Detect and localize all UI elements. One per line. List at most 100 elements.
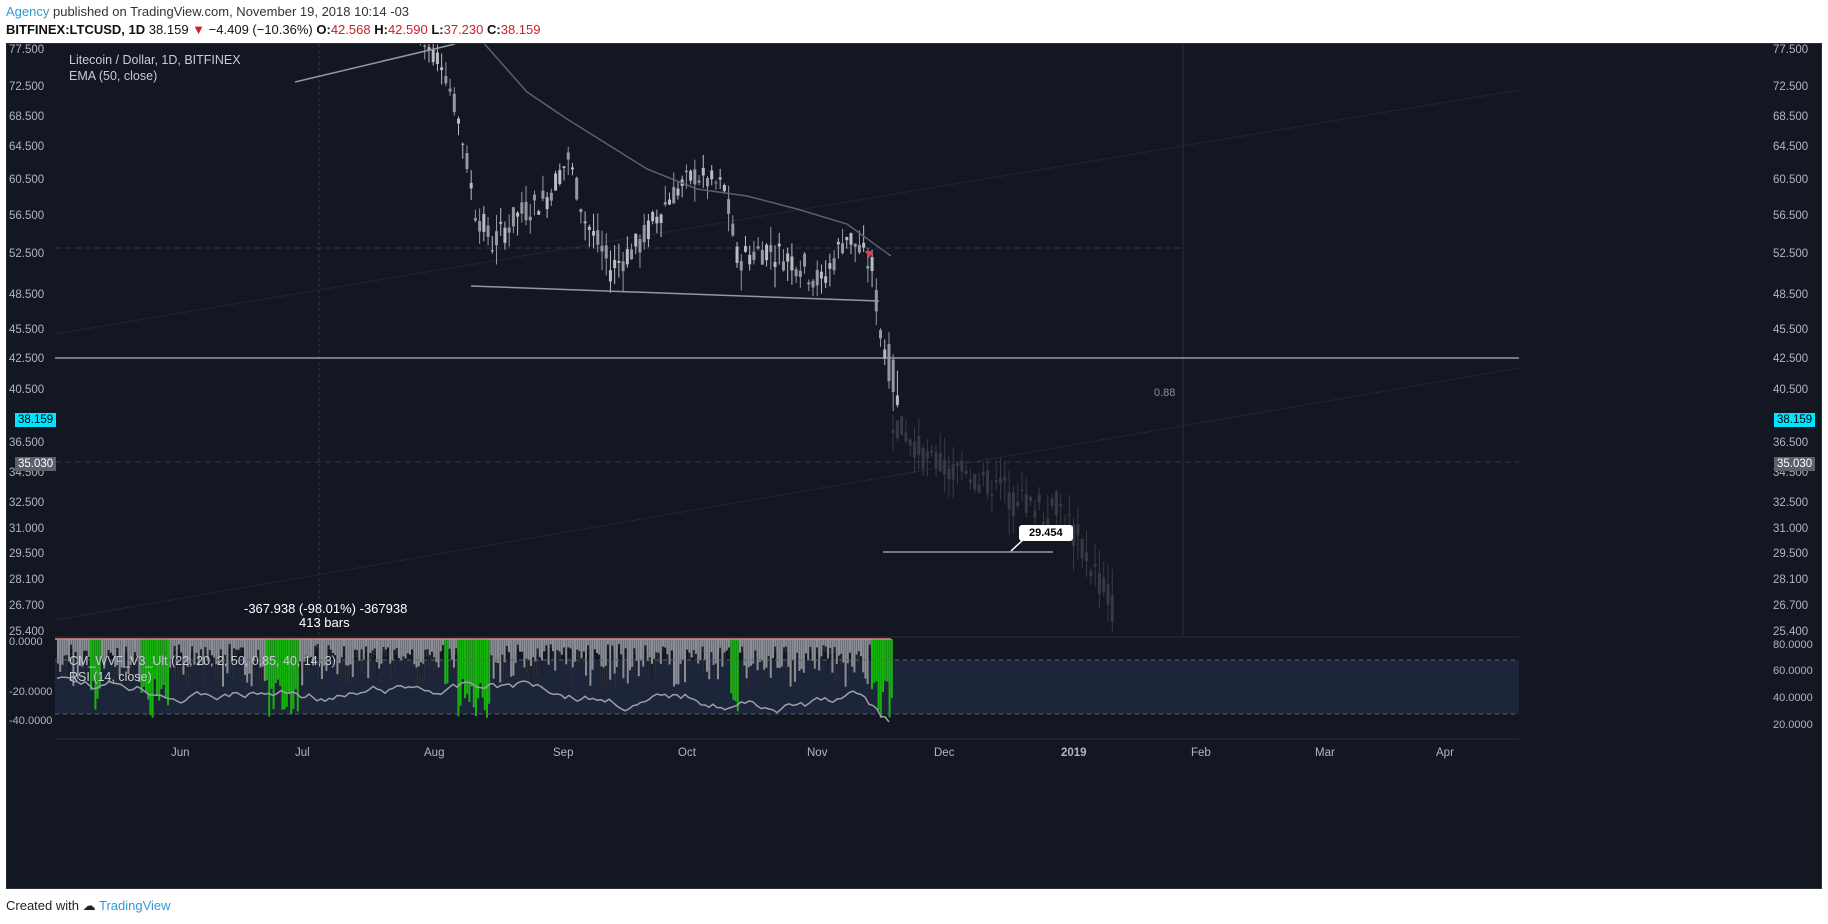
wvf-bar bbox=[604, 639, 607, 684]
wvf-bar-dark bbox=[767, 656, 770, 668]
wvf-bar bbox=[776, 639, 779, 668]
wvf-bar-dark bbox=[376, 662, 378, 678]
candle-body bbox=[659, 214, 663, 224]
wvf-bar bbox=[708, 639, 711, 680]
wvf-bar bbox=[571, 639, 574, 687]
candle-body bbox=[849, 233, 853, 245]
wvf-bar-dark bbox=[774, 646, 777, 652]
wvf-bar bbox=[189, 639, 191, 665]
wvf-bar bbox=[420, 639, 422, 678]
wvf-bar-dark bbox=[833, 646, 836, 653]
wvf-bar-dark bbox=[134, 652, 136, 661]
close-value: 38.159 bbox=[500, 22, 541, 37]
wvf-bar bbox=[516, 639, 519, 649]
wvf-bar-dark bbox=[327, 645, 330, 650]
wvf-bar bbox=[151, 639, 154, 718]
ghost-candle-body bbox=[1042, 522, 1045, 525]
wvf-bar bbox=[589, 639, 592, 686]
candle-body bbox=[895, 395, 899, 405]
wvf-bar bbox=[741, 639, 744, 652]
wvf-bar-dark bbox=[314, 645, 317, 651]
wvf-bar-dark bbox=[107, 649, 110, 658]
wvf-bar bbox=[248, 639, 251, 674]
candle-body bbox=[870, 257, 874, 272]
wvf-bar-dark bbox=[505, 645, 508, 651]
wvf-bar bbox=[479, 639, 482, 684]
candle-body bbox=[735, 246, 739, 263]
y-tick-label-left: 72.500 bbox=[9, 81, 44, 93]
wvf-bar-dark bbox=[184, 661, 187, 677]
wvf-bar-dark bbox=[252, 661, 255, 676]
wvf-bar bbox=[105, 639, 108, 657]
upper-trendline bbox=[294, 44, 456, 83]
wvf-bar bbox=[875, 639, 878, 682]
author-link[interactable]: Agency bbox=[6, 4, 50, 19]
price-callout[interactable]: 29.454 bbox=[1019, 525, 1073, 541]
wvf-bar bbox=[356, 639, 359, 658]
wvf-bar bbox=[204, 639, 207, 653]
wvf-bar bbox=[376, 639, 378, 678]
wvf-bar-dark bbox=[217, 663, 220, 680]
wvf-bar bbox=[692, 639, 695, 658]
wvf-bar bbox=[442, 639, 444, 650]
wvf-bar bbox=[327, 639, 330, 650]
wvf-bar-dark bbox=[424, 649, 427, 657]
wvf-bar bbox=[455, 639, 458, 655]
wvf-bar bbox=[222, 639, 224, 687]
wvf-bar bbox=[666, 639, 669, 665]
indicator-axis-label: -20.0000 bbox=[9, 686, 52, 698]
candle-body bbox=[706, 178, 709, 187]
wvf-bar bbox=[153, 639, 156, 680]
wvf-bar-dark bbox=[811, 660, 814, 676]
wvf-bar bbox=[156, 639, 158, 696]
candle-body bbox=[828, 263, 832, 269]
candle-body bbox=[714, 182, 718, 184]
open-value: 42.568 bbox=[330, 22, 371, 37]
wvf-bar bbox=[417, 639, 420, 685]
wvf-bar bbox=[840, 639, 843, 664]
ghost-candle-body bbox=[960, 460, 964, 472]
candle-body bbox=[511, 207, 515, 227]
candle-body bbox=[879, 330, 883, 339]
wvf-bar bbox=[138, 639, 141, 682]
wvf-bar bbox=[400, 639, 403, 661]
wvf-bar-dark bbox=[450, 659, 453, 674]
wvf-bar bbox=[98, 639, 101, 689]
wvf-bar bbox=[145, 639, 147, 693]
ghost-candle-body bbox=[891, 429, 895, 434]
wvf-bar bbox=[851, 639, 854, 667]
wvf-bar-dark bbox=[116, 648, 119, 655]
wvf-bar bbox=[549, 639, 552, 648]
ghost-candle-body bbox=[999, 478, 1002, 484]
wvf-bar-dark bbox=[125, 646, 128, 652]
ghost-candle-body bbox=[1097, 573, 1101, 594]
wvf-bar bbox=[620, 639, 623, 655]
indicator-axis-label: -40.0000 bbox=[9, 715, 52, 727]
wvf-bar bbox=[74, 639, 77, 652]
wvf-bar bbox=[723, 639, 726, 662]
wvf-bar bbox=[719, 639, 722, 654]
wvf-bar bbox=[413, 639, 416, 682]
wvf-bar bbox=[464, 639, 466, 699]
wvf-bar-dark bbox=[200, 649, 202, 657]
wvf-bar-dark bbox=[193, 664, 196, 682]
wvf-bar-dark bbox=[783, 647, 785, 653]
wvf-bar bbox=[827, 639, 829, 672]
y-tick-label-left: 25.400 bbox=[9, 626, 44, 638]
wvf-bar-dark bbox=[787, 666, 790, 686]
wvf-bar-dark bbox=[299, 661, 301, 677]
chart-container[interactable]: 77.500 77.500 72.500 72.500 68.500 68.500 64.5… bbox=[6, 43, 1822, 889]
wvf-bar bbox=[186, 639, 189, 686]
ghost-candle-body bbox=[1085, 552, 1088, 562]
wvf-bar bbox=[281, 639, 284, 710]
legend-ema: EMA (50, close) bbox=[69, 69, 158, 83]
wvf-bar-dark bbox=[345, 665, 348, 683]
wvf-bar-dark bbox=[719, 647, 722, 654]
wvf-bar bbox=[290, 639, 293, 715]
wvf-bar-dark bbox=[422, 663, 425, 681]
wvf-bar-dark bbox=[558, 651, 561, 660]
tradingview-link[interactable]: TradingView bbox=[99, 898, 171, 913]
ghost-candle-body bbox=[904, 432, 908, 442]
price-chart-svg[interactable]: 77.500 77.500 72.500 72.500 68.500 68.500 64.5… bbox=[7, 44, 1823, 890]
ghost-candle-body bbox=[973, 474, 977, 490]
